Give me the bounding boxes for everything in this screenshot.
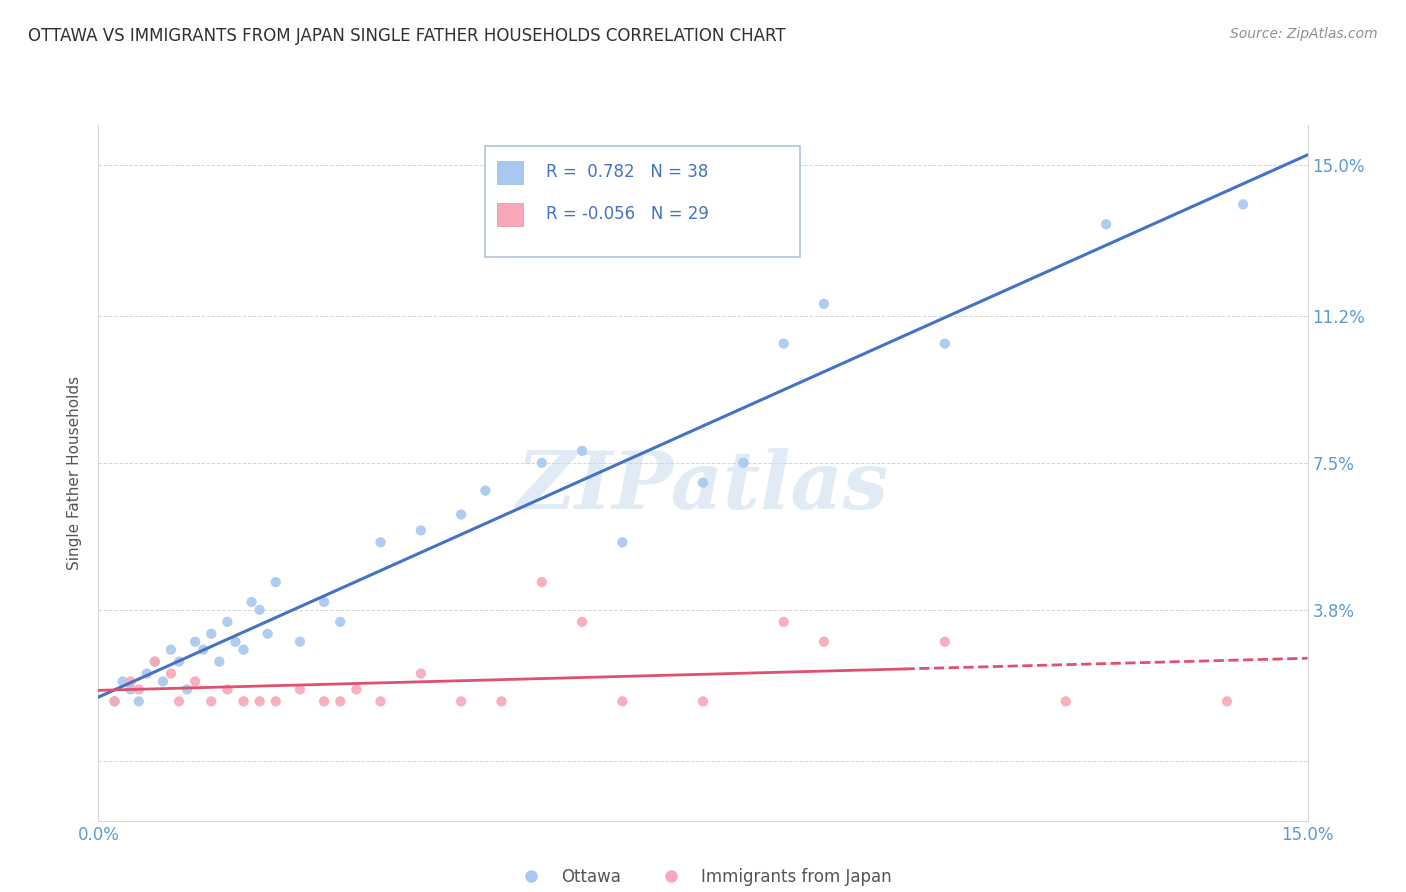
Point bbox=[314, 595, 336, 609]
Point bbox=[120, 682, 142, 697]
Point bbox=[1232, 197, 1254, 211]
Y-axis label: Single Father Households: Single Father Households bbox=[67, 376, 83, 570]
Point bbox=[103, 694, 125, 708]
Point bbox=[772, 615, 794, 629]
Text: OTTAWA VS IMMIGRANTS FROM JAPAN SINGLE FATHER HOUSEHOLDS CORRELATION CHART: OTTAWA VS IMMIGRANTS FROM JAPAN SINGLE F… bbox=[28, 27, 786, 45]
Point bbox=[934, 336, 956, 351]
Point bbox=[143, 655, 166, 669]
Point bbox=[264, 575, 287, 590]
Point bbox=[409, 666, 432, 681]
Point bbox=[733, 456, 755, 470]
Point bbox=[224, 634, 246, 648]
Point bbox=[491, 694, 513, 708]
Point bbox=[329, 694, 352, 708]
FancyBboxPatch shape bbox=[485, 145, 800, 257]
Point bbox=[128, 694, 150, 708]
Point bbox=[370, 694, 392, 708]
Point bbox=[240, 595, 263, 609]
Point bbox=[167, 655, 190, 669]
Point bbox=[813, 634, 835, 648]
Point bbox=[571, 443, 593, 458]
Point bbox=[370, 535, 392, 549]
Point bbox=[217, 682, 239, 697]
Point bbox=[200, 694, 222, 708]
Point bbox=[692, 694, 714, 708]
Point bbox=[450, 508, 472, 522]
Point bbox=[184, 634, 207, 648]
Point bbox=[249, 694, 271, 708]
Text: R = -0.056   N = 29: R = -0.056 N = 29 bbox=[546, 205, 709, 223]
Point bbox=[143, 655, 166, 669]
Point bbox=[128, 682, 150, 697]
Text: R =  0.782   N = 38: R = 0.782 N = 38 bbox=[546, 163, 709, 181]
Point bbox=[450, 694, 472, 708]
Point bbox=[288, 682, 311, 697]
Point bbox=[530, 456, 553, 470]
Point bbox=[200, 627, 222, 641]
Point bbox=[160, 666, 183, 681]
Point bbox=[530, 575, 553, 590]
Point bbox=[160, 642, 183, 657]
Point bbox=[135, 666, 157, 681]
Point bbox=[329, 615, 352, 629]
Point bbox=[1095, 217, 1118, 231]
Point bbox=[152, 674, 174, 689]
Point bbox=[409, 524, 432, 538]
Point bbox=[103, 694, 125, 708]
Point bbox=[249, 603, 271, 617]
Point bbox=[1054, 694, 1077, 708]
Point bbox=[184, 674, 207, 689]
Point bbox=[208, 655, 231, 669]
Point bbox=[176, 682, 198, 697]
Point bbox=[934, 634, 956, 648]
Point bbox=[571, 615, 593, 629]
Point bbox=[344, 682, 367, 697]
Text: Source: ZipAtlas.com: Source: ZipAtlas.com bbox=[1230, 27, 1378, 41]
FancyBboxPatch shape bbox=[498, 161, 523, 184]
Point bbox=[167, 694, 190, 708]
Point bbox=[314, 694, 336, 708]
FancyBboxPatch shape bbox=[498, 203, 523, 226]
Legend: Ottawa, Immigrants from Japan: Ottawa, Immigrants from Japan bbox=[508, 861, 898, 892]
Point bbox=[772, 336, 794, 351]
Point bbox=[232, 694, 254, 708]
Point bbox=[612, 694, 634, 708]
Point bbox=[288, 634, 311, 648]
Text: ZIPatlas: ZIPatlas bbox=[517, 448, 889, 525]
Point bbox=[193, 642, 215, 657]
Point bbox=[232, 642, 254, 657]
Point bbox=[474, 483, 496, 498]
Point bbox=[256, 627, 278, 641]
Point bbox=[264, 694, 287, 708]
Point bbox=[612, 535, 634, 549]
Point bbox=[120, 674, 142, 689]
Point bbox=[813, 297, 835, 311]
Point bbox=[1216, 694, 1239, 708]
Point bbox=[692, 475, 714, 490]
Point bbox=[217, 615, 239, 629]
Point bbox=[111, 674, 134, 689]
